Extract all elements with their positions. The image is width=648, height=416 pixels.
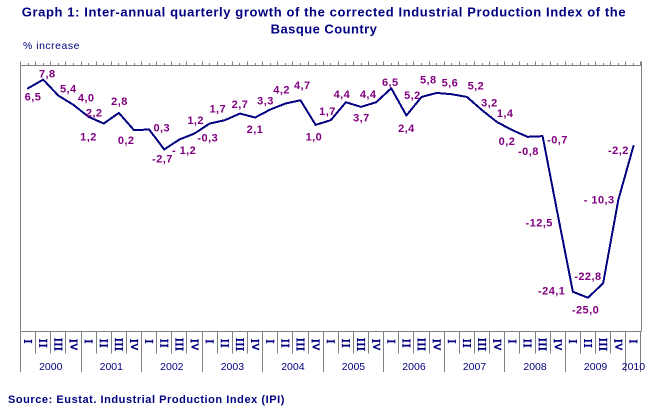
svg-text:2009: 2009: [584, 361, 608, 373]
svg-text:4,2: 4,2: [273, 85, 290, 97]
svg-text:2010: 2010: [622, 361, 646, 373]
svg-text:6,5: 6,5: [382, 77, 399, 89]
svg-text:2,7: 2,7: [232, 99, 249, 111]
svg-text:5,8: 5,8: [420, 75, 437, 87]
svg-text:1,7: 1,7: [319, 106, 336, 118]
svg-text:5,2: 5,2: [468, 80, 485, 92]
svg-text:4,4: 4,4: [334, 89, 351, 101]
svg-text:Graph 1: Inter-annual quarterl: Graph 1: Inter-annual quarterly growth o…: [22, 5, 626, 20]
svg-text:0,2: 0,2: [118, 135, 135, 147]
svg-text:7,8: 7,8: [39, 68, 56, 80]
svg-text:2006: 2006: [402, 361, 426, 373]
svg-text:2000: 2000: [39, 361, 63, 373]
svg-text:1,7: 1,7: [209, 103, 226, 115]
svg-text:-0,7: -0,7: [547, 135, 568, 147]
svg-text:3,3: 3,3: [257, 96, 274, 108]
svg-text:2,4: 2,4: [398, 123, 415, 135]
svg-text:5,4: 5,4: [60, 83, 77, 95]
svg-text:1,0: 1,0: [306, 131, 323, 143]
svg-text:-0,8: -0,8: [518, 146, 539, 158]
svg-text:5,2: 5,2: [404, 90, 421, 102]
svg-text:-24,1: -24,1: [538, 286, 565, 298]
svg-text:-0,3: -0,3: [197, 133, 218, 145]
svg-text:- 1,2: - 1,2: [172, 145, 196, 157]
svg-text:-2,7: -2,7: [152, 153, 173, 165]
svg-text:1,2: 1,2: [187, 115, 204, 127]
svg-text:2005: 2005: [342, 361, 366, 373]
svg-text:2002: 2002: [160, 361, 184, 373]
svg-text:- 10,3: - 10,3: [584, 195, 615, 207]
svg-text:4,0: 4,0: [78, 93, 95, 105]
svg-text:Source: Eustat. Industrial Pr: Source: Eustat. Industrial Production In…: [8, 394, 285, 406]
svg-text:4,7: 4,7: [294, 80, 311, 92]
svg-text:3,7: 3,7: [353, 113, 370, 125]
svg-text:2,2: 2,2: [86, 108, 103, 120]
svg-text:5,6: 5,6: [442, 78, 459, 90]
svg-text:2004: 2004: [281, 361, 305, 373]
svg-text:0,2: 0,2: [499, 136, 516, 148]
svg-text:-2,2: -2,2: [608, 145, 629, 157]
svg-text:2,8: 2,8: [111, 96, 128, 108]
svg-text:Basque Country: Basque Country: [271, 22, 378, 37]
svg-text:2003: 2003: [221, 361, 245, 373]
svg-text:2008: 2008: [523, 361, 547, 373]
svg-text:-25,0: -25,0: [572, 304, 599, 316]
svg-text:1,2: 1,2: [80, 132, 97, 144]
svg-text:2007: 2007: [463, 361, 487, 373]
svg-text:-12,5: -12,5: [526, 217, 553, 229]
svg-text:0,3: 0,3: [153, 123, 170, 135]
svg-text:2001: 2001: [100, 361, 124, 373]
svg-text:1,4: 1,4: [497, 108, 514, 120]
svg-text:-22,8: -22,8: [574, 271, 601, 283]
svg-text:2,1: 2,1: [247, 124, 264, 136]
svg-text:6,5: 6,5: [25, 92, 42, 104]
svg-text:4,4: 4,4: [360, 89, 377, 101]
svg-text:% increase: % increase: [23, 40, 80, 52]
svg-text:3,2: 3,2: [481, 98, 498, 110]
